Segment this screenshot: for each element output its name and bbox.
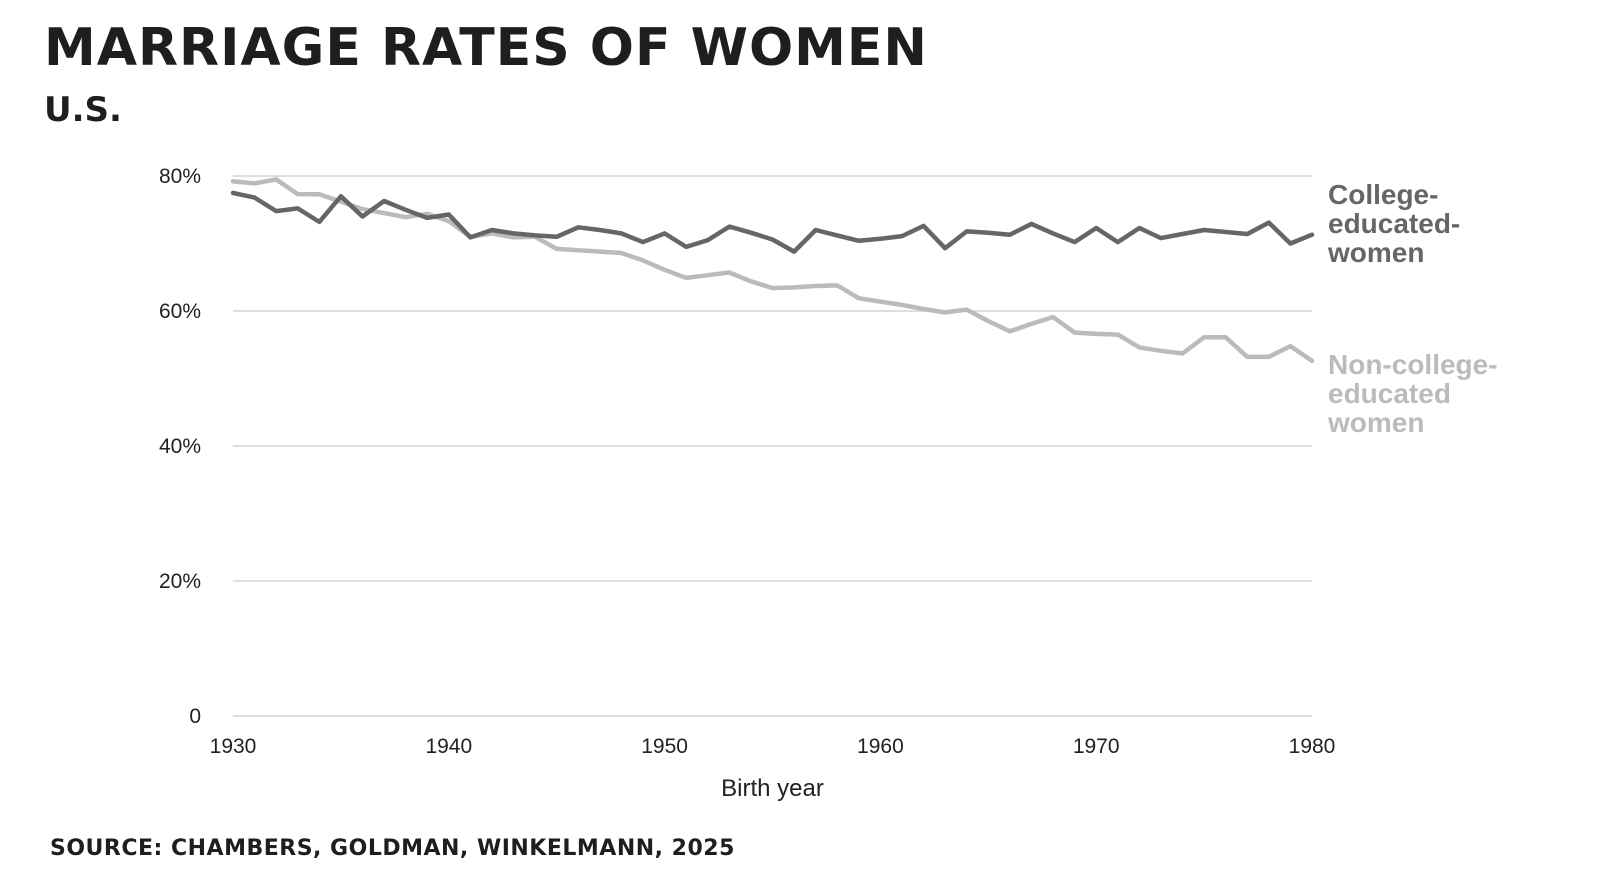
- x-axis-label: Birth year: [721, 775, 824, 802]
- series-label-line: College-: [1328, 179, 1438, 210]
- grid-lines: [233, 175, 1312, 717]
- x-tick-label: 1930: [210, 735, 257, 758]
- y-tick-label: 80%: [159, 165, 201, 188]
- series-lines: [230, 177, 1315, 364]
- y-tick-label: 0: [189, 705, 201, 728]
- chart-subtitle: U.S.: [44, 90, 122, 130]
- y-tick-label: 60%: [159, 300, 201, 323]
- x-tick-label: 1940: [425, 735, 472, 758]
- x-tick-label: 1970: [1073, 735, 1120, 758]
- chart-title: MARRIAGE RATES OF WOMEN: [44, 18, 928, 78]
- series-label-line: women: [1327, 407, 1424, 438]
- series-label-line: educated-: [1328, 208, 1460, 239]
- x-axis-ticks: 1930 1940 1950 1960 1970 1980: [210, 735, 1336, 758]
- y-tick-label: 40%: [159, 435, 201, 458]
- series-label-college: College-educated-women: [1327, 179, 1460, 268]
- series-labels: College-educated-womenNon-college-educat…: [1327, 179, 1498, 438]
- x-tick-label: 1950: [641, 735, 688, 758]
- series-line-non-college: [230, 177, 1315, 364]
- series-line-college: [230, 190, 1315, 254]
- source-note: SOURCE: CHAMBERS, GOLDMAN, WINKELMANN, 2…: [50, 836, 735, 861]
- x-tick-label: 1980: [1289, 735, 1336, 758]
- series-label-line: Non-college-: [1328, 349, 1498, 380]
- x-tick-label: 1960: [857, 735, 904, 758]
- y-axis-ticks: 0 20% 40% 60% 80%: [159, 165, 201, 728]
- series-label-line: women: [1327, 237, 1424, 268]
- y-tick-label: 20%: [159, 570, 201, 593]
- series-label-line: educated: [1328, 378, 1451, 409]
